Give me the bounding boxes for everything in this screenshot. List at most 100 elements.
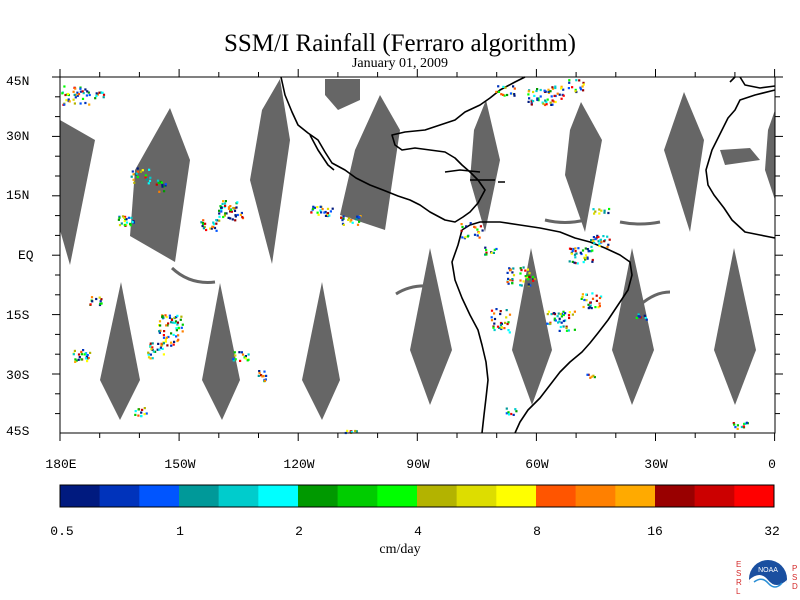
rain-pixel: [247, 358, 250, 361]
no-data-swath: [340, 95, 400, 230]
rain-pixel: [162, 342, 165, 345]
colorbar-label: 0.5: [50, 524, 74, 539]
no-data-swath: [470, 100, 500, 232]
rain-pixel: [554, 100, 557, 104]
lon-label-60w: 60W: [525, 457, 549, 472]
rain-pixel: [460, 229, 463, 232]
rain-pixel: [550, 95, 553, 98]
rain-pixel: [526, 268, 529, 271]
rain-pixel: [572, 247, 575, 251]
rain-pixel: [565, 329, 569, 332]
rain-pixel: [573, 253, 577, 256]
rain-pixel: [180, 315, 183, 318]
rain-pixel: [148, 168, 151, 171]
rain-pixel: [177, 338, 180, 341]
rain-pixel: [164, 183, 167, 186]
rain-pixel: [123, 216, 126, 219]
rain-pixel: [595, 294, 598, 297]
rain-pixel: [591, 292, 594, 295]
rain-pixel: [577, 247, 580, 250]
rain-pixel: [79, 86, 82, 89]
lon-label-150w: 150W: [164, 457, 196, 472]
rain-pixel: [215, 229, 218, 232]
rain-pixel: [579, 86, 582, 89]
lat-label-30s: 30S: [6, 368, 30, 383]
rain-pixel: [603, 211, 606, 214]
rain-pixel: [230, 210, 233, 213]
rain-pixel: [202, 219, 205, 222]
no-data-swath: [202, 283, 240, 420]
rain-pixel: [507, 321, 510, 324]
colorbar-swatch: [456, 485, 497, 507]
rain-pixel: [98, 303, 102, 307]
colorbar-swatch: [417, 485, 457, 507]
rain-pixel: [608, 207, 611, 211]
rain-pixel: [165, 324, 168, 327]
rain-pixel: [544, 99, 547, 102]
rain-pixel: [100, 302, 103, 305]
rain-pixel: [581, 295, 584, 299]
rain-pixel: [347, 218, 350, 221]
rain-pixel: [502, 93, 505, 96]
colorbar-swatch: [734, 485, 775, 507]
colorbar-swatch: [615, 485, 656, 507]
rain-pixel: [156, 348, 159, 351]
rain-pixel: [592, 236, 595, 239]
rain-pixel: [234, 207, 237, 210]
rain-pixel: [67, 98, 70, 101]
rain-pixel: [574, 247, 577, 250]
rain-pixel: [485, 253, 488, 256]
no-data-swath: [664, 92, 704, 232]
rain-pixel: [568, 79, 571, 82]
rain-pixel: [564, 312, 567, 315]
rain-pixel: [504, 321, 507, 324]
rain-pixel: [159, 180, 162, 184]
caribbean-islands: [444, 169, 505, 183]
rain-pixel: [76, 91, 79, 94]
rain-pixel: [590, 245, 593, 248]
rain-pixel: [503, 94, 506, 97]
rain-pixel: [591, 260, 594, 263]
rain-pixel: [562, 88, 565, 91]
rain-pixel: [162, 316, 165, 319]
rain-pixel: [597, 240, 600, 243]
rain-pixel: [593, 212, 596, 215]
rain-pixel: [160, 342, 163, 345]
rain-pixel: [593, 376, 596, 379]
rain-pixel: [312, 207, 315, 210]
colorbar-swatch: [60, 485, 100, 507]
rain-pixel: [505, 316, 508, 319]
rain-pixel: [134, 410, 137, 413]
rain-pixel: [81, 90, 84, 93]
rain-pixel: [125, 218, 128, 221]
rain-pixel: [500, 93, 503, 96]
rain-pixel: [355, 218, 358, 221]
rain-pixel: [155, 183, 158, 186]
rain-pixel: [556, 92, 559, 95]
rain-pixel: [175, 335, 178, 338]
rain-pixel: [163, 330, 166, 333]
rain-pixel: [507, 282, 510, 285]
rain-pixel: [507, 411, 510, 414]
rain-pixel: [176, 321, 179, 324]
rain-pixel: [88, 103, 91, 106]
rain-pixel: [68, 100, 71, 103]
rain-pixel: [584, 254, 588, 257]
rain-pixel: [84, 88, 87, 91]
rain-pixel: [181, 330, 184, 333]
rain-pixel: [574, 90, 577, 93]
rain-pixel: [149, 176, 152, 179]
rain-pixel: [99, 91, 103, 94]
rain-pixel: [157, 342, 160, 345]
colorbar-swatch: [655, 485, 695, 507]
baja-california: [309, 134, 335, 171]
europe-coast: [739, 76, 776, 89]
rain-pixel: [567, 314, 571, 317]
rain-pixel: [131, 221, 134, 224]
rain-pixel: [511, 271, 514, 274]
rain-pixel: [519, 284, 522, 287]
rain-pixel: [574, 262, 577, 265]
rain-pixel: [102, 93, 106, 96]
rain-pixel: [340, 216, 343, 219]
rain-pixel: [218, 212, 221, 215]
